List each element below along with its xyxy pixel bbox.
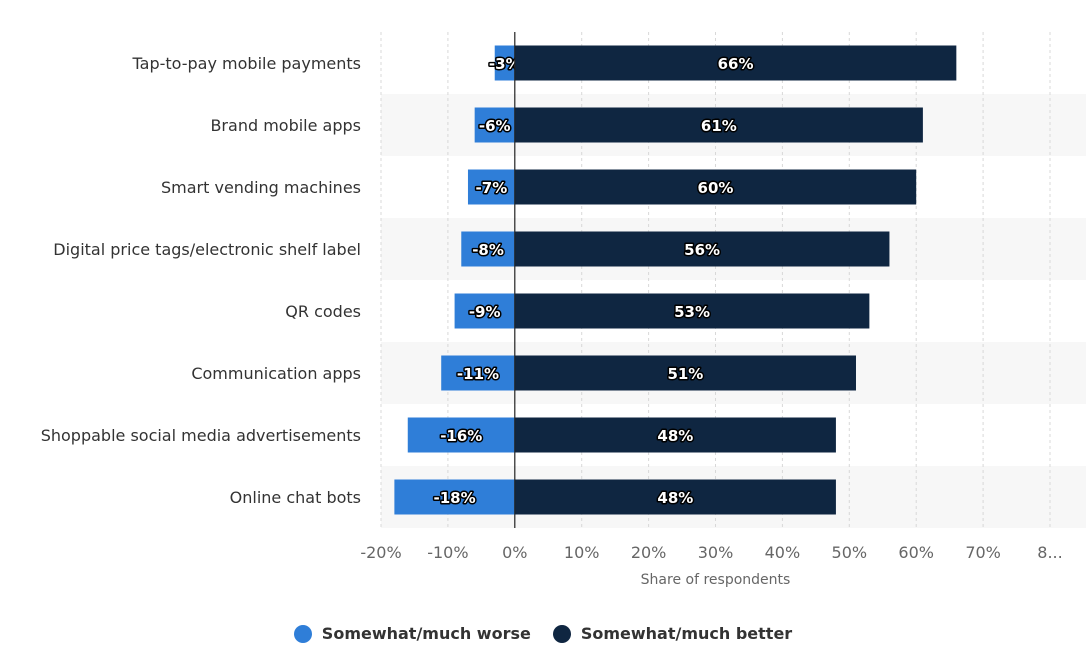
category-label: Shoppable social media advertisements: [41, 426, 361, 445]
x-tick-label: 50%: [832, 543, 868, 562]
legend-dot-worse: [293, 624, 312, 643]
legend-label-worse: Somewhat/much worse: [321, 624, 531, 643]
bar-better[interactable]: [514, 417, 836, 453]
bars: -3% 66% -6% 61% -7% 60% -8% 56% -9% 53% -11% 51% -16…: [394, 32, 957, 528]
x-tick-label: 60%: [898, 543, 934, 562]
category-label: QR codes: [285, 302, 361, 321]
x-tick-label: 40%: [765, 543, 801, 562]
x-tick-label: -20%: [360, 543, 401, 562]
x-axis-title: Share of respondents: [641, 572, 791, 588]
x-tick-label: 10%: [564, 543, 600, 562]
bar-better[interactable]: [514, 45, 957, 81]
data-label-worse: -3%: [489, 55, 521, 73]
legend: Somewhat/much worse Somewhat/much better: [0, 624, 1086, 643]
gridlines: [380, 32, 1051, 528]
category-label: Communication apps: [191, 364, 361, 383]
bar-better[interactable]: [514, 169, 917, 205]
legend-label-better: Somewhat/much better: [580, 624, 793, 643]
bar-worse[interactable]: [394, 479, 515, 515]
data-label-worse: -11%: [457, 365, 499, 383]
bar-better[interactable]: [514, 107, 923, 143]
category-label: Smart vending machines: [161, 178, 361, 197]
bar-worse[interactable]: [461, 231, 515, 267]
category-labels: Tap-to-pay mobile payments Brand mobile a…: [41, 54, 361, 507]
bar-better[interactable]: [514, 231, 890, 267]
data-label-better: 56%: [684, 241, 720, 259]
data-label-better: 48%: [657, 427, 693, 445]
data-label-better: 60%: [698, 179, 734, 197]
x-tick-label: -10%: [427, 543, 468, 562]
bar-better[interactable]: [514, 293, 870, 329]
bar-better[interactable]: [514, 479, 836, 515]
category-label: Online chat bots: [230, 488, 361, 507]
legend-item-better[interactable]: Somewhat/much better: [552, 624, 793, 643]
bar-worse[interactable]: [467, 169, 515, 205]
legend-item-worse[interactable]: Somewhat/much worse: [293, 624, 531, 643]
data-label-better: 61%: [701, 117, 737, 135]
x-tick-label: 20%: [631, 543, 667, 562]
x-tick-labels: -20% -10% 0% 10% 20% 30% 40% 50% 60% 70% 8...: [360, 543, 1062, 562]
data-label-worse: -16%: [440, 427, 482, 445]
bar-worse[interactable]: [494, 45, 515, 81]
x-tick-label: 30%: [698, 543, 734, 562]
data-label-better: 66%: [718, 55, 754, 73]
x-tick-label: 0%: [502, 543, 527, 562]
data-label-worse: -8%: [472, 241, 504, 259]
category-label: Tap-to-pay mobile payments: [132, 54, 361, 73]
chart: -3% 66% -6% 61% -7% 60% -8% 56% -9% 53% -11% 51% -16…: [40, 32, 1063, 588]
category-label: Digital price tags/electronic shelf labe…: [53, 240, 361, 259]
bar-worse[interactable]: [454, 293, 515, 329]
data-label-worse: -18%: [434, 489, 476, 507]
data-label-worse: -7%: [476, 179, 508, 197]
bar-worse[interactable]: [407, 417, 515, 453]
bar-better[interactable]: [514, 355, 856, 391]
data-label-better: 51%: [667, 365, 703, 383]
data-label-worse: -9%: [469, 303, 501, 321]
data-label-worse: -6%: [479, 117, 511, 135]
data-label-better: 53%: [674, 303, 710, 321]
bar-worse[interactable]: [474, 107, 515, 143]
x-tick-label: 70%: [965, 543, 1001, 562]
category-label: Brand mobile apps: [210, 116, 361, 135]
legend-dot-better: [552, 624, 571, 643]
bar-worse[interactable]: [441, 355, 515, 391]
x-tick-label: 8...: [1037, 543, 1062, 562]
data-label-better: 48%: [657, 489, 693, 507]
